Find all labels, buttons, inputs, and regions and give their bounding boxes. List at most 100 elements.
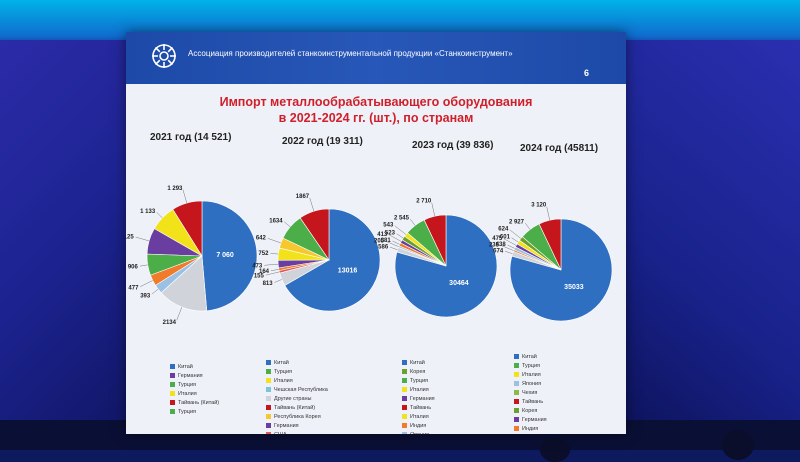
data-label: 1 125 (126, 235, 134, 241)
slide-header-banner (126, 32, 626, 84)
legend-swatch (402, 378, 407, 383)
legend-item: Чехия (514, 388, 560, 397)
pie-slice (160, 255, 208, 312)
data-label: 586 (378, 245, 389, 251)
legend-label: Республика Корея (274, 413, 321, 420)
data-label: 2 545 (394, 216, 410, 222)
stage-wall-right (620, 40, 800, 450)
legend-label: Корея (410, 368, 426, 375)
leader-line (385, 241, 399, 247)
legend-swatch (402, 387, 407, 392)
legend-item: Китай (266, 358, 328, 367)
leader-line (270, 252, 279, 255)
legend-swatch (402, 432, 407, 434)
legend-swatch (266, 369, 271, 374)
leader-line (511, 237, 519, 243)
leader-line (135, 236, 150, 242)
legend-swatch (514, 399, 519, 404)
legend-swatch (266, 414, 271, 419)
legend-label: Китай (410, 359, 425, 366)
data-label: 543 (383, 223, 394, 229)
data-label: 601 (500, 235, 511, 241)
legend-item: Турция (514, 361, 560, 370)
page-number: 6 (584, 68, 590, 78)
projected-slide: Ассоциация производителей станкоинструме… (126, 32, 626, 434)
legend-swatch (514, 408, 519, 413)
legend-2023: Китай Корея Турция Италия Германия Тайвань Ита… (402, 358, 448, 434)
leader-line (509, 229, 522, 239)
legend-label: Германия (410, 395, 435, 402)
legend-item: Другие страны (514, 433, 560, 434)
legend-label: Италия (178, 390, 197, 397)
legend-item: Китай (402, 358, 448, 367)
legend-item: Япония (514, 379, 560, 388)
legend-swatch (514, 354, 519, 359)
legend-swatch (514, 372, 519, 377)
data-label: 477 (128, 286, 139, 292)
legend-swatch (402, 396, 407, 401)
data-label: 642 (256, 236, 267, 242)
legend-item: Германия (402, 394, 448, 403)
data-label: 164 (259, 269, 270, 275)
data-label: 624 (498, 227, 509, 233)
legend-item: Италия (402, 385, 448, 394)
legend-label: Германия (274, 422, 299, 429)
leader-line (267, 238, 281, 244)
legend-item: Турция (402, 376, 448, 385)
association-name: Ассоциация производителей станкоинструме… (188, 49, 513, 58)
legend-swatch (266, 432, 271, 434)
audience-head (540, 438, 570, 462)
leader-line (392, 240, 400, 245)
legend-swatch (514, 381, 519, 386)
legend-label: Тайвань (Китай) (274, 404, 316, 411)
legend-swatch (514, 363, 519, 368)
leader-line (410, 218, 416, 226)
legend-2021: Китай Германия Турция Италия Тайвань (Китай)… (170, 362, 219, 416)
legend-swatch (402, 360, 407, 365)
legend-label: Италия (410, 413, 429, 420)
legend-swatch (402, 423, 407, 428)
legend-item: Италия (170, 389, 219, 398)
leader-line (309, 197, 315, 212)
data-label: 813 (263, 281, 274, 287)
leader-line (151, 289, 159, 295)
legend-label: США (274, 432, 287, 435)
legend-label: Китай (274, 359, 289, 366)
legend-label: Китай (522, 353, 537, 360)
association-logo-icon (152, 44, 176, 68)
legend-item: Другие страны (266, 394, 328, 403)
leader-line (156, 212, 163, 219)
leader-line (431, 202, 435, 217)
legend-item: Германия (170, 371, 219, 380)
legend-item: Китай (514, 352, 560, 361)
leader-line (503, 238, 517, 246)
legend-label: Китай (178, 363, 193, 370)
legend-swatch (170, 364, 175, 369)
data-label: 752 (258, 251, 269, 257)
data-label: 3 120 (531, 203, 547, 209)
legend-swatch (266, 360, 271, 365)
legend-item: Турция (170, 380, 219, 389)
pie-slice (279, 259, 330, 286)
legend-swatch (170, 400, 175, 405)
legend-label: Япония (410, 432, 429, 435)
data-label: 1867 (296, 194, 310, 200)
data-label: 438 (496, 242, 507, 248)
data-label: 2 710 (416, 199, 432, 205)
data-label: 1 293 (167, 186, 183, 192)
legend-label: Турция (522, 362, 540, 369)
legend-2024: Китай Турция Италия Япония Чехия Тайвань Корея… (514, 352, 560, 434)
legend-label: Германия (522, 416, 547, 423)
legend-label: Турция (274, 368, 292, 375)
legend-swatch (402, 369, 407, 374)
stage-wall-left (0, 40, 140, 450)
leader-line (388, 234, 402, 242)
legend-swatch (514, 417, 519, 422)
slide-title-line: Импорт металлообрабатывающего оборудован… (219, 95, 533, 109)
legend-label: Тайвань (522, 398, 544, 405)
data-label: 1 133 (140, 209, 156, 215)
legend-label: Италия (410, 386, 429, 393)
legend-item: Италия (402, 412, 448, 421)
data-label: 475 (492, 236, 503, 242)
